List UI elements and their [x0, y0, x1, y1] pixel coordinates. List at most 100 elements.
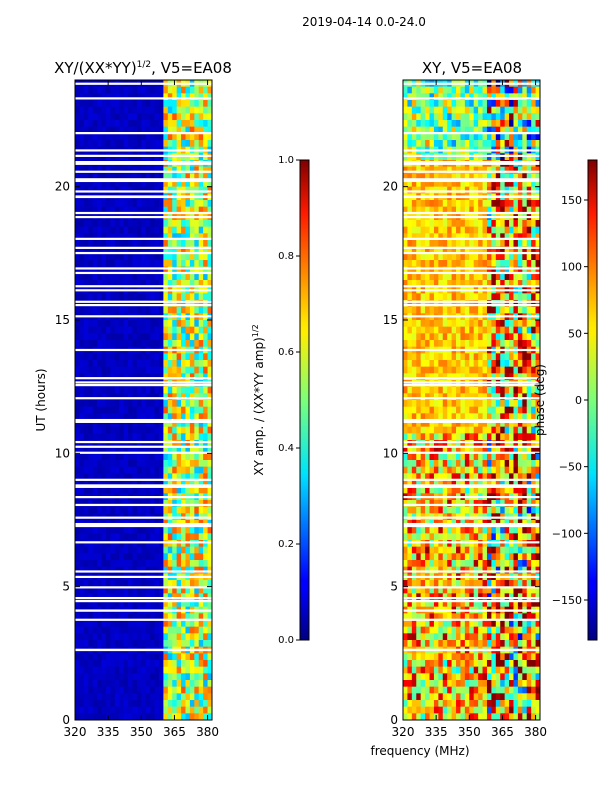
- amp-cell: [172, 560, 178, 568]
- amp-cell: [97, 480, 103, 488]
- amp-cell: [172, 360, 178, 368]
- amp-cell: [132, 693, 138, 701]
- amp-cell: [167, 553, 173, 561]
- amp-cell: [97, 533, 103, 541]
- phase-cell: [460, 266, 466, 274]
- amp-cell: [110, 620, 116, 628]
- amp-cell: [110, 546, 116, 554]
- amp-cell: [189, 466, 195, 474]
- phase-cell: [469, 393, 475, 401]
- phase-cell: [420, 406, 426, 414]
- amp-cell: [105, 486, 111, 494]
- amp-cell: [97, 473, 103, 481]
- amp-cell: [88, 293, 94, 301]
- phase-cell: [464, 453, 470, 461]
- amp-cell: [185, 446, 191, 454]
- amp-cell: [167, 613, 173, 621]
- amp-cell: [110, 553, 116, 561]
- phase-cell: [438, 173, 444, 181]
- phase-cell: [495, 453, 501, 461]
- amp-cell: [185, 273, 191, 281]
- amp-cell: [185, 460, 191, 468]
- amp-cell: [172, 466, 178, 474]
- phase-cell: [469, 433, 475, 441]
- phase-cell: [438, 486, 444, 494]
- amp-cell: [119, 133, 125, 141]
- amp-cell: [119, 233, 125, 241]
- amp-cell: [194, 566, 200, 574]
- amp-cell: [194, 466, 200, 474]
- amp-cell: [88, 206, 94, 214]
- phase-cell: [420, 200, 426, 208]
- phase-cell: [522, 266, 528, 274]
- amp-cell: [110, 593, 116, 601]
- phase-cell: [509, 453, 515, 461]
- phase-cell: [522, 260, 528, 268]
- phase-cell: [451, 226, 457, 234]
- amp-cell: [110, 586, 116, 594]
- amp-cell: [75, 126, 81, 134]
- amp-cell: [128, 140, 134, 148]
- phase-cell: [526, 166, 532, 174]
- amp-cell: [132, 626, 138, 634]
- amp-cell: [207, 506, 212, 514]
- phase-cell: [438, 240, 444, 248]
- amp-cell: [163, 533, 169, 541]
- amp-cell: [181, 400, 187, 408]
- amp-cell: [92, 593, 98, 601]
- amp-cell: [167, 626, 173, 634]
- amp-cell: [114, 86, 120, 94]
- amp-cell: [83, 126, 89, 134]
- amp-cell: [145, 320, 151, 328]
- amp-cell: [110, 533, 116, 541]
- phase-cell: [420, 140, 426, 148]
- phase-cell: [517, 86, 523, 94]
- phase-cell: [447, 220, 453, 228]
- amp-cell: [128, 706, 134, 714]
- amp-cell: [176, 653, 182, 661]
- amp-cell: [101, 246, 107, 254]
- phase-cell: [531, 393, 537, 401]
- amp-cell: [105, 173, 111, 181]
- phase-cell: [442, 300, 448, 308]
- phase-cell: [509, 220, 515, 228]
- phase-cell: [469, 480, 475, 488]
- phase-cell: [407, 373, 413, 381]
- amp-cell: [119, 226, 125, 234]
- amp-cell: [97, 693, 103, 701]
- amp-cell: [163, 453, 169, 461]
- phase-cell: [464, 433, 470, 441]
- amp-cell: [198, 260, 204, 268]
- phase-cell: [451, 220, 457, 228]
- amp-cell: [105, 246, 111, 254]
- amp-cell: [136, 280, 142, 288]
- amp-cell: [185, 600, 191, 608]
- phase-cell: [460, 406, 466, 414]
- phase-cell: [460, 460, 466, 468]
- amp-cell: [181, 640, 187, 648]
- amp-cell: [136, 560, 142, 568]
- amp-cell: [105, 706, 111, 714]
- amp-cell: [119, 686, 125, 694]
- amp-cell: [123, 460, 129, 468]
- phase-cell: [438, 86, 444, 94]
- phase-cell: [513, 300, 519, 308]
- amp-cell: [141, 273, 147, 281]
- amp-cell: [114, 593, 120, 601]
- phase-cell: [478, 393, 484, 401]
- phase-cell: [425, 326, 431, 334]
- phase-cell: [407, 260, 413, 268]
- phase-cell: [438, 100, 444, 108]
- phase-cell: [433, 113, 439, 121]
- phase-cell: [411, 486, 417, 494]
- phase-cell: [491, 400, 497, 408]
- amp-cell: [167, 460, 173, 468]
- amp-cell: [123, 586, 129, 594]
- amp-cell: [79, 673, 85, 681]
- phase-cell: [433, 86, 439, 94]
- phase-cell: [526, 220, 532, 228]
- amp-cell: [119, 466, 125, 474]
- amp-cell: [110, 306, 116, 314]
- phase-cell: [425, 386, 431, 394]
- amp-cell: [154, 406, 160, 414]
